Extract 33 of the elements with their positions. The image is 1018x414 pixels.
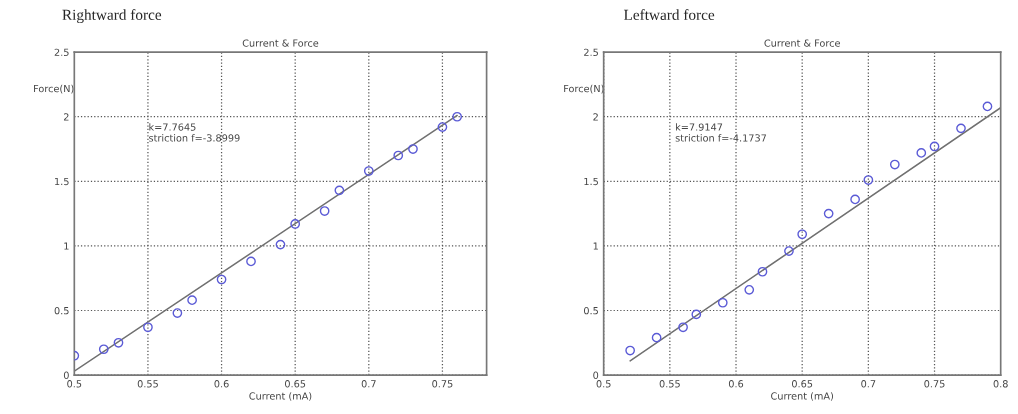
y-axis-title: Force(N) bbox=[564, 84, 604, 94]
chart-title: Current & Force bbox=[242, 39, 319, 47]
x-tick-label: 0.75 bbox=[432, 380, 453, 388]
y-tick-label: 0.5 bbox=[54, 306, 69, 315]
y-tick-label: 2 bbox=[63, 113, 69, 121]
text: Leftward force bbox=[623, 9, 715, 20]
annotation: k=7.7645 striction f=-3.8999 bbox=[149, 123, 240, 142]
y-tick-label: 1.5 bbox=[55, 177, 69, 186]
y-tick-label: 0 bbox=[63, 371, 69, 379]
text: Rightward force bbox=[62, 9, 162, 24]
x-tick-label: 0.55 bbox=[659, 380, 680, 388]
x-axis-title: Current (mA) bbox=[771, 392, 833, 401]
x-tick-label: 0.55 bbox=[137, 380, 158, 388]
x-tick-label: 0.65 bbox=[285, 380, 306, 388]
x-tick-label: 0.8 bbox=[993, 380, 1008, 388]
y-tick-label: 2.5 bbox=[584, 48, 598, 56]
x-tick-label: 0.6 bbox=[728, 380, 744, 388]
x-tick-label: 0.7 bbox=[861, 380, 876, 388]
y-tick-label: 1.5 bbox=[584, 177, 598, 186]
annotation: k=7.9147 striction f=-4.1737 bbox=[675, 123, 767, 142]
y-axis-title: Force(N) bbox=[34, 84, 74, 94]
x-tick-label: 0.65 bbox=[792, 380, 813, 388]
y-tick-label: 0.5 bbox=[583, 306, 598, 315]
x-tick-label: 0.75 bbox=[924, 380, 945, 388]
y-tick-label: 1 bbox=[593, 242, 598, 250]
x-tick-label: 0.6 bbox=[214, 380, 229, 388]
chart-title: Current & Force bbox=[764, 39, 840, 47]
y-tick-label: 0 bbox=[593, 371, 599, 379]
x-tick-label: 0.7 bbox=[361, 380, 376, 388]
y-tick-label: 1 bbox=[64, 242, 69, 250]
y-tick-label: 2.5 bbox=[54, 48, 69, 56]
y-tick-label: 2 bbox=[593, 113, 598, 121]
x-axis-title: Current (mA) bbox=[249, 392, 312, 401]
